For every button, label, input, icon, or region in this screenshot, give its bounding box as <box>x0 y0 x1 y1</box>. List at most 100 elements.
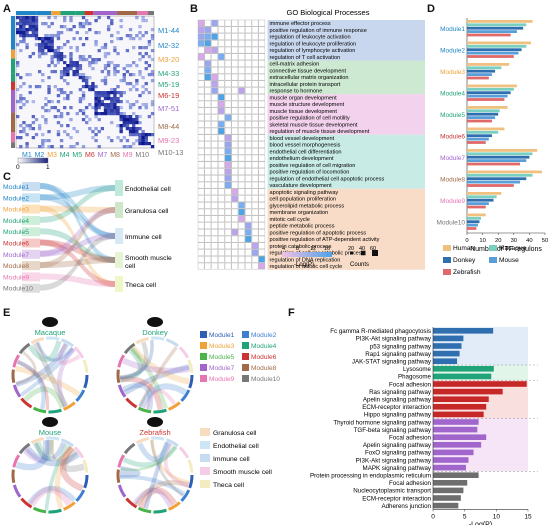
heatmap-cell <box>28 124 32 128</box>
go-cell <box>258 148 266 155</box>
heatmap-cell <box>72 73 76 77</box>
go-term-label: skeletal muscle tissue development <box>270 122 358 128</box>
heatmap-cell <box>94 19 98 23</box>
heatmap-cell <box>94 133 98 137</box>
heatmap-cell <box>125 115 130 119</box>
x-tick-label: 0 <box>465 238 468 244</box>
chord-arc <box>188 474 194 489</box>
go-cell <box>231 73 239 81</box>
go-cell <box>211 53 218 61</box>
go-cell <box>197 134 205 142</box>
heatmap-cell <box>88 103 92 107</box>
chord-link <box>16 360 50 411</box>
heatmap-cell <box>25 19 29 23</box>
sankey-module-node <box>22 227 40 237</box>
heatmap-cell <box>113 64 117 68</box>
go-cell <box>238 26 245 34</box>
heatmap-cell <box>103 112 108 116</box>
module-legend-swatch <box>242 342 249 349</box>
go-cell <box>251 46 259 54</box>
heatmap-cell <box>41 37 45 41</box>
go-cell <box>258 121 266 128</box>
go-cell <box>251 87 259 94</box>
cell-legend-swatch <box>200 441 210 449</box>
kegg-pathway-label: p53 signaling pathway <box>370 343 432 350</box>
go-cell <box>197 262 205 270</box>
kegg-bar <box>433 480 468 486</box>
heatmap-cell <box>91 82 95 86</box>
go-cell <box>245 256 252 263</box>
chord-arc <box>150 336 165 341</box>
go-cell <box>245 154 252 162</box>
x-tick-label: 20 <box>495 238 501 244</box>
go-cell <box>258 208 266 216</box>
chord-arc <box>187 359 194 373</box>
go-cell <box>238 195 245 202</box>
go-legend-tick: 4 <box>282 246 285 252</box>
heatmap-cell <box>125 49 130 53</box>
chord-link <box>36 341 74 362</box>
heatmap-cell <box>100 79 105 83</box>
heatmap-cell <box>56 34 61 38</box>
heatmap-cell <box>122 145 126 149</box>
heatmap-cell <box>103 43 108 47</box>
heatmap-cell <box>22 82 26 86</box>
heatmap-cell <box>53 64 57 68</box>
go-cell <box>211 181 218 189</box>
panel-label-a: A <box>3 3 11 15</box>
heatmap-cell <box>125 139 130 143</box>
heatmap-cell <box>138 106 142 110</box>
go-cell <box>204 134 212 142</box>
heatmap-cell <box>103 106 108 110</box>
module-col-label: M3 <box>47 152 57 159</box>
sankey-celltype-node <box>115 180 123 196</box>
heatmap-cell <box>44 121 48 125</box>
chord-link <box>27 485 77 505</box>
go-cell <box>197 67 205 74</box>
go-cell <box>218 141 225 148</box>
chord-link <box>121 357 190 374</box>
go-cell <box>258 94 266 101</box>
heatmap-cell <box>97 91 101 95</box>
tf-bar <box>467 119 492 123</box>
x-tick-label: 50 <box>542 238 548 244</box>
heatmap-cell <box>78 55 83 59</box>
heatmap-cell <box>94 58 98 62</box>
heatmap-cell <box>28 22 32 26</box>
kegg-bar <box>433 426 478 433</box>
go-cell <box>204 249 212 256</box>
sankey-celltype-node <box>115 276 123 292</box>
heatmap-cell <box>41 139 45 143</box>
heatmap-cell <box>34 22 39 26</box>
module-row-label: M6-19 <box>158 91 179 100</box>
chord-link <box>123 364 190 396</box>
heatmap-cell <box>94 112 98 116</box>
go-cell <box>218 60 225 67</box>
heatmap-cell <box>16 43 20 47</box>
go-cell <box>231 202 239 209</box>
heatmap-cell <box>81 55 86 59</box>
go-cell <box>245 148 252 155</box>
chord-arc <box>12 354 21 368</box>
go-cell <box>251 208 259 216</box>
kegg-bar <box>433 495 461 501</box>
heatmap-cell <box>138 133 142 137</box>
heatmap-cell <box>116 100 120 104</box>
heatmap-cell <box>88 55 92 59</box>
heatmap-cell <box>44 22 48 26</box>
heatmap-cell <box>56 121 61 125</box>
heatmap-cell <box>144 82 148 86</box>
go-cell <box>211 242 218 250</box>
tf-module-label: Module7 <box>440 155 465 162</box>
heatmap-cell <box>116 85 120 89</box>
heatmap-cell <box>122 79 126 83</box>
legend-label: Zebrafish <box>453 269 481 276</box>
heatmap-cell <box>106 25 111 29</box>
go-cell <box>197 249 205 256</box>
tf-bar <box>467 192 502 195</box>
go-cell <box>258 161 266 169</box>
kegg-pathway-label: Thyroid hormone signaling pathway <box>333 419 432 426</box>
go-cell <box>197 168 205 175</box>
go-cell <box>251 175 259 182</box>
tf-bar <box>467 98 505 101</box>
